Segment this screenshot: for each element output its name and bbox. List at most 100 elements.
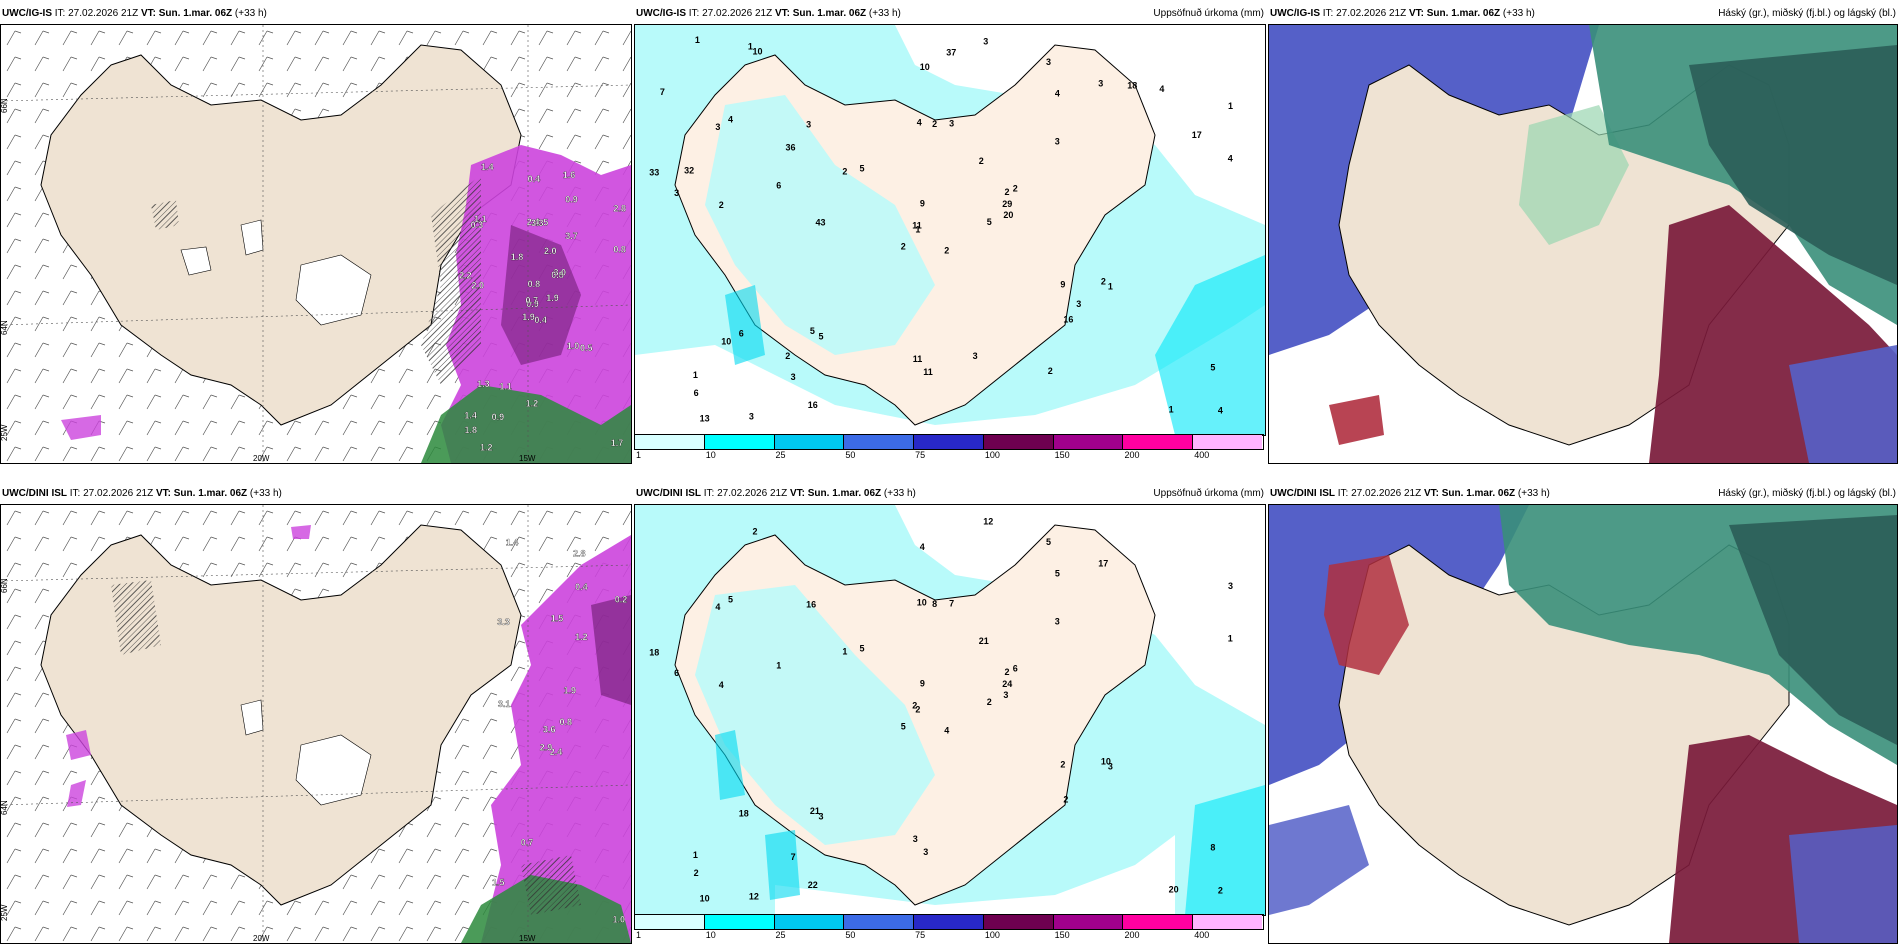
value-label: 1.9	[546, 293, 559, 303]
colorbar-cell	[983, 915, 1054, 929]
colorbar-cell	[774, 435, 845, 449]
value-label: 12	[749, 891, 759, 901]
value-label: 2	[932, 119, 937, 129]
vt-value: Sun. 1.mar. 06Z	[1426, 8, 1501, 19]
clouds-map[interactable]	[1268, 24, 1898, 464]
colorbar-cell	[1193, 435, 1262, 449]
lon-label-25: 25W	[1, 904, 9, 921]
panel-clouds-bottom: UWC/DINI ISL IT: 27.02.2026 21Z VT: Sun.…	[1268, 480, 1900, 950]
colorbar-label: 100	[984, 450, 1000, 460]
value-label: 7	[660, 87, 665, 97]
panel-wind-bottom: UWC/DINI ISL IT: 27.02.2026 21Z VT: Sun.…	[0, 480, 634, 950]
value-label: 3	[674, 188, 679, 198]
clouds-title: Háský (gr.), miðský (fj.bl.) og lágský (…	[1718, 488, 1896, 499]
value-label: 0.7	[521, 837, 534, 847]
value-label: 4	[715, 602, 720, 612]
value-label: 4	[1228, 154, 1233, 164]
vt-label: VT:	[774, 8, 790, 19]
sea-white	[635, 305, 1265, 435]
value-label: 24	[1002, 679, 1012, 689]
value-label: 1.5	[551, 613, 564, 623]
colorbar-label: 10	[705, 450, 716, 460]
value-label: 3	[913, 834, 918, 844]
value-label: 9	[920, 198, 925, 208]
panel-header: UWC/DINI ISL IT: 27.02.2026 21Z VT: Sun.…	[1270, 488, 1896, 502]
glacier-3	[180, 246, 212, 276]
value-label: 3	[1003, 690, 1008, 700]
wind-values-bottom: 2.4 3.3 3.6 1.5 1.9 0.7 2.8 1.5 0.4 0.8 1.4 1.0 3.1 0…	[492, 537, 628, 925]
vt-value: Sun. 1.mar. 06Z	[158, 8, 233, 19]
value-label: 3	[1055, 137, 1060, 147]
value-label: 4	[1218, 405, 1223, 415]
value-label: 5	[860, 164, 865, 174]
value-label: 2	[1005, 667, 1010, 677]
value-label: 3.6	[543, 725, 556, 735]
value-label: 3.3	[497, 617, 510, 627]
hatch-area-2	[521, 855, 581, 915]
value-label: 10	[700, 893, 710, 903]
model-name: UWC/IG-IS	[2, 8, 52, 19]
value-label: 2	[1048, 366, 1053, 376]
colorbar-label: 75	[915, 930, 926, 940]
value-label: 3	[1055, 617, 1060, 627]
value-label: 1.2	[575, 632, 588, 642]
wind-map-svg: 66N 64N 25W 20W 15W 2.43.33.61.51.90.72.…	[1, 505, 631, 943]
value-label: 10	[1101, 757, 1111, 767]
wind-values-top: 0.40.30.91.40.81.11.61.50.91.91.41.72.02…	[459, 162, 626, 453]
value-label: 1.8	[465, 425, 478, 435]
value-label: 8	[1210, 843, 1215, 853]
lat-label-64: 64N	[1, 320, 9, 335]
value-label: 43	[816, 217, 826, 227]
lon-label-15: 15W	[519, 934, 536, 943]
colorbar-label: 400	[1194, 930, 1210, 940]
value-label: 5	[810, 326, 815, 336]
colorbar-label: 400	[1194, 450, 1210, 460]
colorbar-label: 1	[636, 930, 642, 940]
wind-map-svg: 66N 64N 25W 20W 15W 0.4 0.3 0.9 1.4 0.8 1.1 1.…	[1, 25, 631, 463]
value-label: 1.0	[567, 341, 580, 351]
colorbar-label: 150	[1054, 930, 1070, 940]
value-label: 1	[915, 225, 920, 235]
clouds-map[interactable]	[1268, 504, 1898, 944]
lead-time: (+33 h)	[249, 488, 282, 499]
precip-map[interactable]: 4 4 2 1 2 3 5 7 5 2 2 2 4 3 5 3 12 10 21 18 5 2 7 8 6 3 5 4 6 2 1 2 3 9 16…	[634, 504, 1266, 916]
it-value: 27.02.2026 21Z	[68, 8, 139, 19]
glacier-1	[295, 254, 372, 326]
value-label: 2.0	[472, 280, 485, 290]
wind-map[interactable]: 66N 64N 25W 20W 15W 2.4 3.3 3.6 1.5 1.9 0.7 2.…	[0, 504, 632, 944]
value-label: 0.8	[560, 717, 573, 727]
value-label: 6	[776, 181, 781, 191]
precip-map[interactable]: 2 3 1 1 2 5 3 3 4 5 10 4 2 1 2 3 3 4 2 6 5 6 3 2 2 1 4 10 3 9 4 11 11 9 3 3…	[634, 24, 1266, 436]
value-label: 20	[1003, 210, 1013, 220]
value-label: 1.5	[492, 877, 505, 887]
it-value: 27.02.2026 21Z	[83, 488, 154, 499]
vt-value: Sun. 1.mar. 06Z	[792, 8, 867, 19]
colorbar-label: 25	[775, 930, 786, 940]
value-label: 22	[808, 880, 818, 890]
colorbar-label: 10	[705, 930, 716, 940]
lead-time: (+33 h)	[1517, 488, 1550, 499]
colorbar-cell	[635, 435, 705, 449]
value-label: 18	[649, 647, 659, 657]
value-label: 3.1	[498, 699, 511, 709]
vt-value: Sun. 1.mar. 06Z	[1441, 488, 1516, 499]
lon-label-25: 25W	[1, 424, 9, 441]
value-label: 5	[987, 217, 992, 227]
value-label: 5	[819, 332, 824, 342]
colorbar-cell	[844, 915, 915, 929]
precip-cyan-east	[1185, 785, 1265, 915]
precip-small-n	[291, 525, 311, 539]
colorbar-top: 1 10 25 50 75 100 150 200 400	[634, 434, 1264, 462]
value-label: 1.6	[563, 170, 576, 180]
wind-map[interactable]: 66N 64N 25W 20W 15W 0.4 0.3 0.9 1.4 0.8 1.1 1.…	[0, 24, 632, 464]
value-label: 2	[842, 166, 847, 176]
precip-map-svg: 4421235752224353121021185278635462123916…	[635, 505, 1265, 915]
value-label: 1.4	[481, 162, 494, 172]
value-label: 16	[1063, 315, 1073, 325]
it-label: IT:	[703, 488, 715, 499]
value-label: 2	[901, 242, 906, 252]
vt-label: VT:	[140, 8, 156, 19]
value-label: 0.9	[492, 412, 505, 422]
value-label: 1.4	[464, 411, 477, 421]
colorbar-label: 50	[845, 450, 856, 460]
